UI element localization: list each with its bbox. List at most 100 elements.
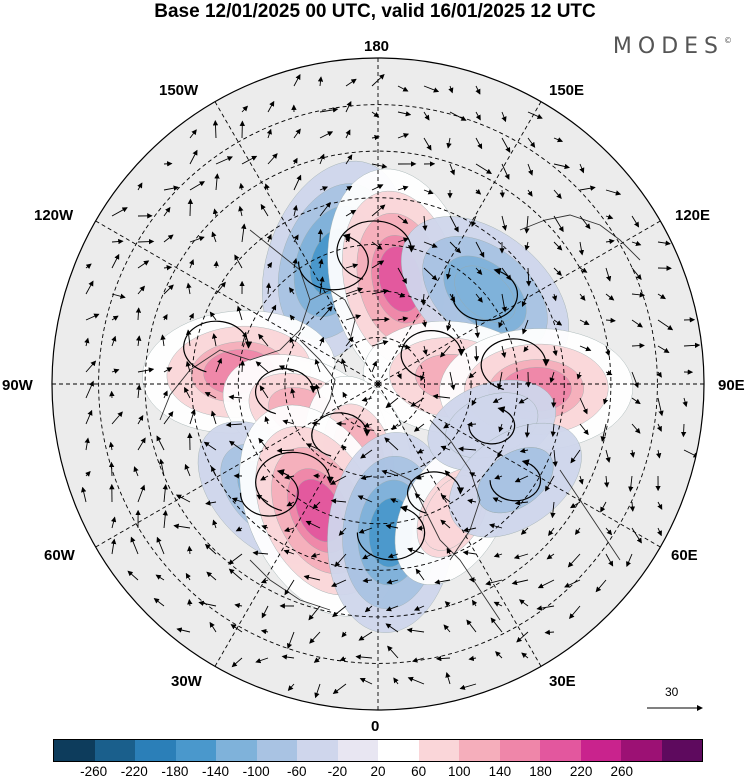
wind-vector (579, 163, 585, 174)
map-border (51, 57, 705, 711)
circulation-streamline (239, 469, 299, 517)
wind-vector (440, 494, 451, 503)
colorbar-tick-label: 260 (610, 764, 634, 779)
wind-vector (631, 319, 643, 328)
wind-vector (579, 397, 588, 415)
wind-vector (111, 207, 128, 217)
vector-scale-label: 30 (665, 685, 679, 699)
wind-vector (423, 137, 432, 151)
wind-vector (475, 111, 481, 121)
wind-vector (156, 536, 165, 555)
wind-vector (574, 527, 581, 536)
wind-vector (264, 416, 270, 425)
wind-vector (173, 523, 191, 529)
wind-vector (443, 423, 451, 429)
wind-vector (501, 163, 510, 180)
wind-vector (387, 553, 399, 559)
wind-vector (371, 260, 385, 269)
lon-label-30e: 30E (549, 673, 576, 690)
wind-vector (189, 181, 205, 191)
brand-logo: MODES© (612, 34, 732, 59)
wind-vector (595, 579, 607, 593)
wind-vector (473, 345, 480, 362)
wind-vector (397, 267, 407, 284)
colorbar-tick-label: 60 (411, 764, 427, 779)
colorbar-tick-label: -180 (161, 764, 189, 779)
wind-vector (283, 549, 295, 555)
meridian-line (377, 383, 661, 548)
wind-vector (189, 408, 196, 425)
colorbar-segment (337, 740, 378, 761)
wind-vector (448, 85, 454, 94)
wind-vector (519, 448, 529, 454)
wind-vector (234, 602, 243, 609)
wind-vector (287, 683, 295, 691)
wind-vector (345, 185, 353, 192)
lon-label-60w: 60W (44, 547, 75, 564)
wind-vector (523, 345, 529, 353)
circulation-streamline (336, 220, 416, 280)
circulation-streamline (183, 320, 253, 373)
wind-vector (527, 111, 543, 119)
wind-vector (605, 449, 611, 463)
wind-vector (319, 131, 334, 139)
wind-vector (363, 422, 373, 428)
wind-vector (468, 371, 477, 379)
wind-vector (553, 267, 562, 276)
wind-vector (631, 527, 642, 544)
wind-vector (657, 319, 674, 331)
wind-vector (81, 486, 87, 503)
wind-vector (423, 267, 438, 281)
wind-vector (345, 154, 353, 165)
wind-vector (553, 189, 562, 199)
wind-vector (553, 319, 563, 326)
wind-vector (331, 579, 347, 587)
colorbar-segment (256, 740, 297, 761)
wind-vector (215, 281, 226, 295)
wind-vector (605, 238, 615, 245)
wind-vector (345, 314, 362, 321)
wind-vector (110, 516, 117, 529)
wind-vector (234, 254, 243, 269)
wind-vector (360, 449, 373, 459)
wind-vector (567, 553, 581, 568)
wind-vector (158, 458, 165, 477)
lon-label-90w: 90W (2, 377, 33, 394)
wind-vector (241, 155, 258, 165)
wind-vector (210, 410, 217, 425)
colorbar-segment (297, 740, 338, 761)
wind-vector (471, 215, 477, 228)
colorbar-segment (459, 740, 500, 761)
wind-vector (579, 215, 591, 230)
wind-vector (339, 656, 347, 662)
colorbar-segment (621, 740, 662, 761)
wind-vector (501, 111, 507, 123)
wind-vector (459, 683, 477, 690)
wind-vector (264, 183, 270, 191)
wind-vector (412, 657, 425, 663)
colorbar-segment (418, 740, 459, 761)
wind-vector (137, 238, 155, 245)
lon-label-120w: 120W (34, 207, 74, 224)
wind-vector (163, 367, 173, 373)
wind-vector (449, 371, 456, 391)
wind-vector (423, 241, 438, 248)
circulation-streamline (489, 459, 542, 502)
wind-vector (111, 411, 123, 425)
wind-vector (602, 397, 609, 405)
wind-vector (204, 543, 217, 555)
wind-vector (475, 241, 485, 258)
wind-vector (579, 345, 592, 352)
wind-vector (85, 313, 100, 321)
wind-vector (345, 100, 352, 113)
wind-vector (313, 657, 321, 663)
circulation-streamline (297, 233, 369, 291)
wind-vector (260, 628, 269, 635)
wind-vector (345, 78, 357, 87)
wind-vector (261, 605, 269, 619)
wind-vector (110, 538, 117, 555)
wind-vector (629, 501, 636, 512)
wind-vector (468, 577, 477, 583)
wind-vector (432, 393, 451, 400)
wind-vector (421, 319, 428, 328)
